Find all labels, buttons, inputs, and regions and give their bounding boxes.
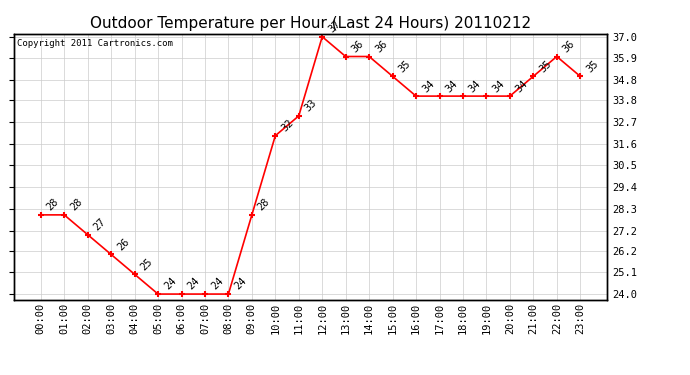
Text: 36: 36 [350, 39, 366, 54]
Text: 28: 28 [45, 197, 61, 213]
Text: 36: 36 [373, 39, 389, 54]
Text: 26: 26 [115, 236, 131, 252]
Text: 24: 24 [209, 276, 225, 292]
Text: 28: 28 [256, 197, 272, 213]
Text: 24: 24 [162, 276, 178, 292]
Text: 33: 33 [303, 98, 319, 114]
Text: 35: 35 [397, 58, 413, 74]
Text: 24: 24 [186, 276, 201, 292]
Text: 34: 34 [444, 78, 460, 94]
Text: 35: 35 [538, 58, 553, 74]
Text: 34: 34 [420, 78, 436, 94]
Text: 27: 27 [92, 217, 108, 232]
Text: 25: 25 [139, 256, 155, 272]
Text: 34: 34 [467, 78, 483, 94]
Title: Outdoor Temperature per Hour (Last 24 Hours) 20110212: Outdoor Temperature per Hour (Last 24 Ho… [90, 16, 531, 31]
Text: 34: 34 [491, 78, 506, 94]
Text: 36: 36 [561, 39, 577, 54]
Text: 35: 35 [584, 58, 600, 74]
Text: 28: 28 [68, 197, 84, 213]
Text: 34: 34 [514, 78, 530, 94]
Text: 37: 37 [326, 19, 342, 34]
Text: Copyright 2011 Cartronics.com: Copyright 2011 Cartronics.com [17, 39, 172, 48]
Text: 32: 32 [279, 118, 295, 134]
Text: 24: 24 [233, 276, 248, 292]
